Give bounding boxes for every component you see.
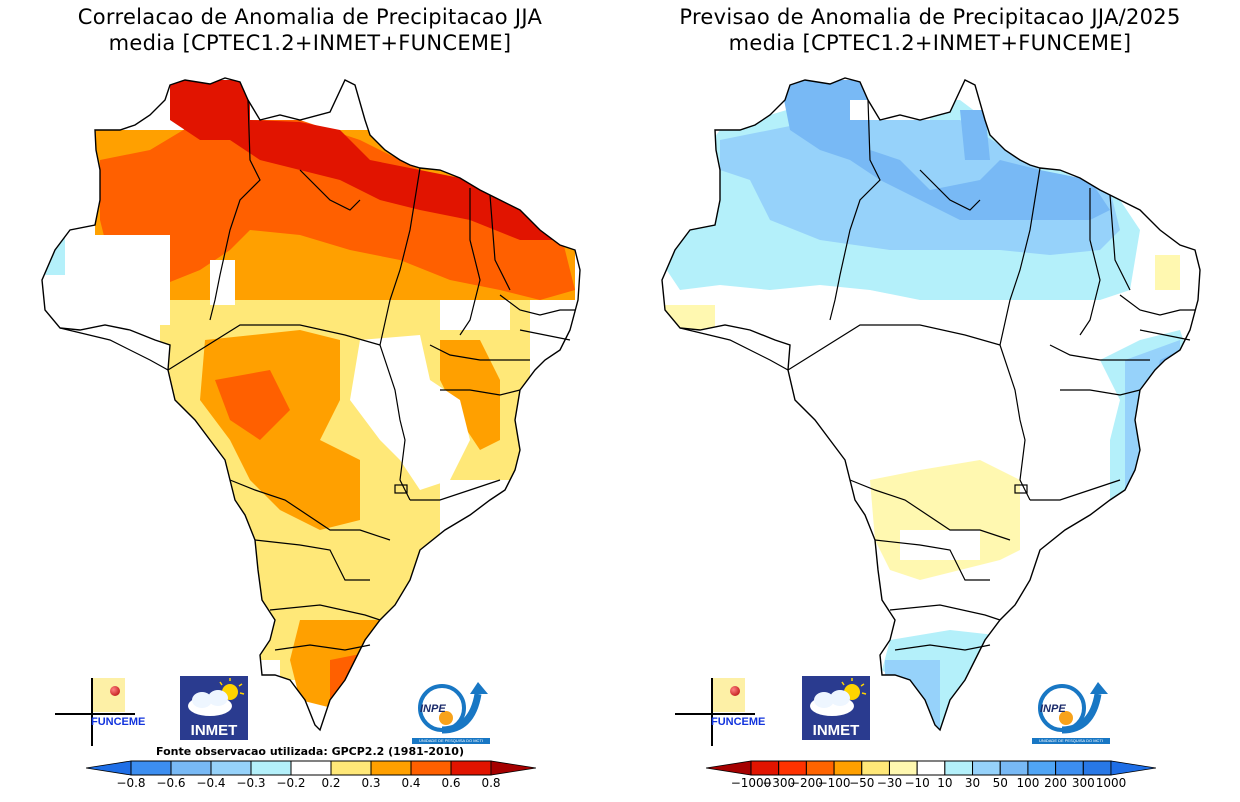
colorbar-tick-label: −100 xyxy=(817,776,851,790)
colorbar-tick-label: −0.2 xyxy=(276,776,306,790)
forecast-colorbar xyxy=(706,760,1156,776)
colorbar-tick-label: −200 xyxy=(789,776,823,790)
forecast-title-line1: Previsao de Anomalia de Precipitacao JJA… xyxy=(679,5,1181,29)
inmet-label: INMET xyxy=(190,722,238,739)
colorbar-box xyxy=(1055,760,1084,776)
colorbar-box xyxy=(833,760,863,776)
funceme-label: FUNCEME xyxy=(91,716,146,728)
colorbar-tick-label: 100 xyxy=(1016,776,1040,790)
colorbar-box xyxy=(410,760,452,776)
colorbar-tick-label: −0.8 xyxy=(116,776,146,790)
funceme-dot-icon xyxy=(110,686,120,696)
colorbar-box xyxy=(290,760,332,776)
colorbar-tick-label: 30 xyxy=(964,776,981,790)
colorbar-tick-label: −0.4 xyxy=(196,776,226,790)
colorbar-box xyxy=(778,760,807,776)
colorbar-upper-extend xyxy=(490,760,536,776)
inmet-logo: INMET xyxy=(180,676,248,740)
colorbar-box xyxy=(250,760,292,776)
colorbar-box xyxy=(170,760,212,776)
colorbar-box xyxy=(999,760,1029,776)
colorbar-tick-label: 0.6 xyxy=(441,776,461,790)
inpe-arrow-icon: INPE xyxy=(1038,682,1108,734)
state-borders xyxy=(59,99,575,651)
inpe-label: INPE xyxy=(420,703,446,715)
inpe-logo: INPE UNIDADE DE PESQUISA DO MCTI xyxy=(412,680,492,746)
correlation-title-line2: media [CPTEC1.2+INMET+FUNCEME] xyxy=(108,31,512,55)
colorbar-box xyxy=(805,760,835,776)
correlation-panel: Correlacao de Anomalia de Precipitacao J… xyxy=(0,4,620,790)
forecast-title-line2: media [CPTEC1.2+INMET+FUNCEME] xyxy=(728,31,1132,55)
funceme-logo: FUNCEME xyxy=(55,678,145,746)
funceme-label: FUNCEME xyxy=(711,716,766,728)
colorbar-tick-label: −0.6 xyxy=(156,776,186,790)
forecast-map xyxy=(661,77,1201,731)
inpe-logo: INPE UNIDADE DE PESQUISA DO MCTI xyxy=(1032,680,1112,746)
colorbar-box xyxy=(1082,760,1112,776)
colorbar-tick-label: −300 xyxy=(762,776,796,790)
colorbar-tick-label: 0.2 xyxy=(321,776,341,790)
inmet-cloud-sun-icon xyxy=(810,678,867,716)
colorbar-box xyxy=(130,760,172,776)
colorbar-lower-extend xyxy=(706,760,752,776)
colorbar-box xyxy=(750,760,780,776)
colorbar-box xyxy=(210,760,252,776)
inpe-arrow-icon: INPE xyxy=(418,682,488,734)
colorbar-tick-label: 0.8 xyxy=(481,776,501,790)
inpe-subtitle: UNIDADE DE PESQUISA DO MCTI xyxy=(1032,738,1110,744)
funceme-dot-icon xyxy=(730,686,740,696)
correlation-title-line1: Correlacao de Anomalia de Precipitacao J… xyxy=(77,5,543,29)
colorbar-tick-label: −50 xyxy=(849,776,875,790)
correlation-colorbar xyxy=(86,760,536,776)
colorbar-tick-label: 10 xyxy=(937,776,953,790)
colorbar-tick-label: 50 xyxy=(992,776,1008,790)
inmet-label: INMET xyxy=(812,722,860,739)
colorbar-tick-label: −0.3 xyxy=(236,776,266,790)
inmet-cloud-sun-icon xyxy=(188,678,245,716)
correlation-title: Correlacao de Anomalia de Precipitacao J… xyxy=(0,4,620,56)
source-note: Fonte observacao utilizada: GPCP2.2 (198… xyxy=(156,745,464,758)
inpe-label: INPE xyxy=(1040,703,1066,715)
forecast-title: Previsao de Anomalia de Precipitacao JJA… xyxy=(620,4,1240,56)
colorbar-tick-label: 0.3 xyxy=(361,776,381,790)
forecast-panel: Previsao de Anomalia de Precipitacao JJA… xyxy=(620,0,1240,802)
colorbar-upper-extend xyxy=(1110,760,1156,776)
colorbar-tick-label: 300 xyxy=(1071,776,1095,790)
colorbar-box xyxy=(330,760,372,776)
colorbar-box xyxy=(888,760,918,776)
colorbar-box xyxy=(450,760,492,776)
colorbar-box xyxy=(861,760,890,776)
colorbar-box xyxy=(1027,760,1057,776)
colorbar-tick-label: −30 xyxy=(876,776,903,790)
colorbar-box xyxy=(916,760,946,776)
colorbar-tick-label: −1000 xyxy=(730,776,772,790)
colorbar-tick-label: 200 xyxy=(1044,776,1068,790)
colorbar-tick-label: 1000 xyxy=(1095,776,1127,790)
inmet-logo: INMET xyxy=(802,676,870,740)
colorbar-box xyxy=(972,760,1001,776)
colorbar-tick-label: −10 xyxy=(904,776,930,790)
correlation-map xyxy=(41,77,581,731)
colorbar-lower-extend xyxy=(86,760,132,776)
state-borders xyxy=(679,99,1195,651)
colorbar-box xyxy=(370,760,412,776)
colorbar-box xyxy=(944,760,974,776)
colorbar-tick-label: 0.4 xyxy=(401,776,421,790)
funceme-logo: FUNCEME xyxy=(675,678,765,746)
inpe-subtitle: UNIDADE DE PESQUISA DO MCTI xyxy=(412,738,490,744)
